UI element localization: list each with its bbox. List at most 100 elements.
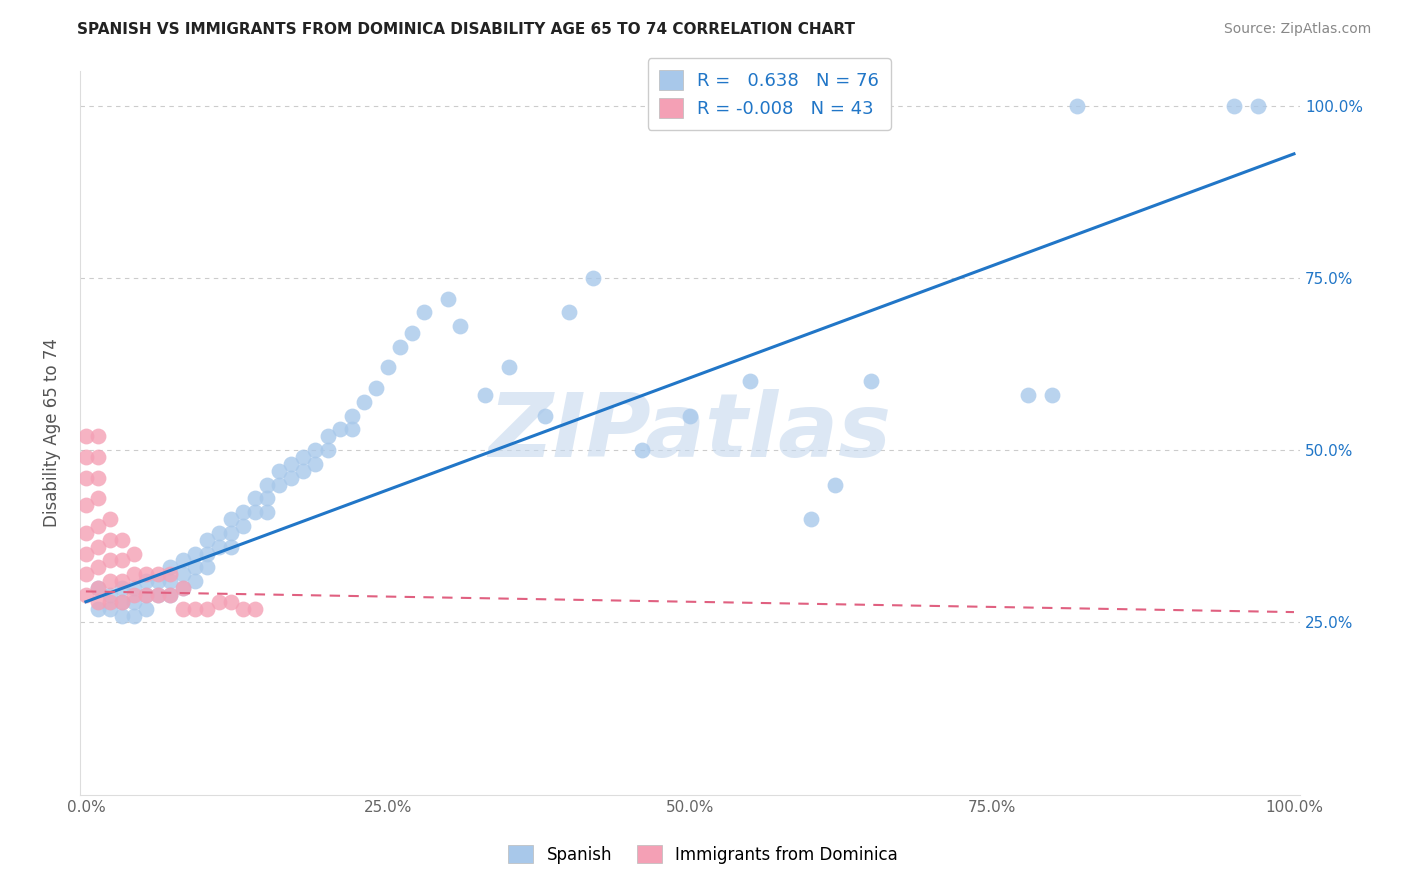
Point (449, 319, 471, 334)
Point (800, 512, 823, 526)
Text: ZIPatlas: ZIPatlas (488, 390, 891, 476)
Point (87, 450, 110, 464)
Point (437, 292, 460, 306)
Point (316, 429, 339, 443)
Point (98, 601, 121, 615)
Point (87, 429, 110, 443)
Point (98, 588, 121, 602)
Point (630, 443, 652, 458)
Point (122, 567, 145, 582)
Point (135, 574, 157, 588)
Point (1066, 98, 1088, 112)
Point (219, 512, 242, 526)
Point (87, 519, 110, 533)
Point (135, 588, 157, 602)
Point (219, 540, 242, 554)
Point (159, 574, 181, 588)
Point (280, 457, 302, 471)
Point (111, 553, 134, 567)
Text: SPANISH VS IMMIGRANTS FROM DOMINICA DISABILITY AGE 65 TO 74 CORRELATION CHART: SPANISH VS IMMIGRANTS FROM DOMINICA DISA… (77, 22, 855, 37)
Text: Source: ZipAtlas.com: Source: ZipAtlas.com (1223, 22, 1371, 37)
Point (256, 491, 278, 506)
Point (243, 505, 266, 519)
Point (122, 581, 145, 595)
Point (98, 533, 121, 547)
Point (135, 601, 157, 615)
Point (122, 595, 145, 609)
Point (256, 505, 278, 519)
Point (389, 340, 412, 354)
Point (292, 464, 315, 478)
Point (75, 429, 97, 443)
Point (75, 450, 97, 464)
Point (98, 553, 121, 567)
Point (111, 608, 134, 623)
Point (148, 588, 170, 602)
Point (183, 574, 205, 588)
Point (208, 540, 231, 554)
Point (172, 567, 194, 582)
Point (98, 595, 121, 609)
Point (413, 305, 436, 319)
Point (280, 471, 302, 485)
Point (195, 533, 218, 547)
Point (75, 547, 97, 561)
Point (232, 505, 254, 519)
Point (195, 560, 218, 574)
Point (340, 409, 363, 423)
Point (243, 601, 266, 615)
Point (111, 533, 134, 547)
Point (824, 477, 846, 491)
Point (172, 601, 194, 615)
Point (135, 567, 157, 582)
Point (377, 360, 399, 375)
Point (75, 588, 97, 602)
Point (558, 305, 581, 319)
Point (498, 360, 520, 375)
Point (219, 525, 242, 540)
Point (269, 477, 291, 491)
Point (75, 525, 97, 540)
Point (87, 540, 110, 554)
Point (401, 326, 423, 340)
Point (75, 567, 97, 582)
Legend: Spanish, Immigrants from Dominica: Spanish, Immigrants from Dominica (502, 838, 904, 871)
Point (87, 491, 110, 506)
Point (679, 409, 702, 423)
Point (111, 581, 134, 595)
Point (1040, 388, 1063, 402)
Point (474, 388, 496, 402)
Point (232, 601, 254, 615)
Point (148, 574, 170, 588)
Point (87, 581, 110, 595)
Point (860, 374, 883, 388)
Point (87, 471, 110, 485)
Point (1222, 98, 1244, 112)
Point (111, 595, 134, 609)
Point (340, 422, 363, 436)
Point (208, 525, 231, 540)
Point (75, 471, 97, 485)
Point (122, 547, 145, 561)
Point (159, 588, 181, 602)
Point (1017, 388, 1039, 402)
Point (208, 595, 231, 609)
Point (172, 581, 194, 595)
Point (183, 560, 205, 574)
Point (304, 457, 326, 471)
Point (195, 601, 218, 615)
Point (159, 560, 181, 574)
Legend: R =   0.638   N = 76, R = -0.008   N = 43: R = 0.638 N = 76, R = -0.008 N = 43 (648, 59, 891, 130)
Point (243, 491, 266, 506)
Point (159, 588, 181, 602)
Point (1247, 98, 1270, 112)
Point (172, 553, 194, 567)
Point (98, 574, 121, 588)
Point (172, 581, 194, 595)
Point (534, 409, 557, 423)
Point (148, 567, 170, 582)
Point (87, 595, 110, 609)
Point (135, 588, 157, 602)
Point (111, 574, 134, 588)
Point (364, 381, 387, 395)
